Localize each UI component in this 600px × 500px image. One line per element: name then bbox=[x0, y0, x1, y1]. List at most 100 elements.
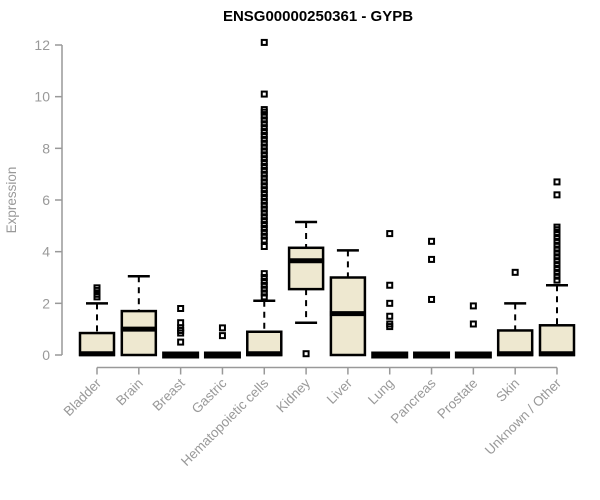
outlier-point[interactable] bbox=[553, 178, 561, 186]
box[interactable] bbox=[538, 324, 576, 357]
outlier-point[interactable] bbox=[386, 320, 394, 328]
outlier-point[interactable] bbox=[260, 277, 268, 285]
outlier-point[interactable] bbox=[260, 170, 268, 178]
outlier-point[interactable] bbox=[260, 209, 268, 217]
outlier-point[interactable] bbox=[260, 228, 268, 236]
boxplot-gastric[interactable] bbox=[203, 324, 241, 359]
outlier-point[interactable] bbox=[260, 174, 268, 182]
outlier-point[interactable] bbox=[260, 159, 268, 167]
boxplot-skin[interactable] bbox=[496, 268, 534, 357]
outlier-point[interactable] bbox=[260, 289, 268, 297]
outlier-point[interactable] bbox=[177, 338, 185, 346]
flat-box[interactable] bbox=[454, 351, 492, 359]
outlier-point[interactable] bbox=[260, 224, 268, 232]
flat-box[interactable] bbox=[203, 351, 241, 359]
outlier-point[interactable] bbox=[93, 284, 101, 292]
boxplot-kidney[interactable] bbox=[287, 220, 325, 358]
boxplot-lung[interactable] bbox=[371, 230, 409, 359]
outlier-point[interactable] bbox=[93, 290, 101, 298]
outlier-point[interactable] bbox=[260, 193, 268, 201]
outlier-point[interactable] bbox=[260, 293, 268, 301]
outlier-point[interactable] bbox=[553, 268, 561, 276]
outlier-point[interactable] bbox=[260, 217, 268, 225]
outlier-point[interactable] bbox=[553, 276, 561, 284]
outlier-point[interactable] bbox=[260, 135, 268, 143]
outlier-point[interactable] bbox=[302, 350, 310, 358]
outlier-point[interactable] bbox=[260, 90, 268, 98]
outlier-point[interactable] bbox=[260, 120, 268, 128]
outlier-point[interactable] bbox=[260, 116, 268, 124]
outlier-point[interactable] bbox=[260, 274, 268, 281]
outlier-point[interactable] bbox=[260, 281, 268, 289]
outlier-point[interactable] bbox=[386, 312, 394, 320]
outlier-point[interactable] bbox=[260, 155, 268, 163]
outlier-point[interactable] bbox=[260, 166, 268, 174]
outlier-point[interactable] bbox=[386, 299, 394, 307]
flat-box[interactable] bbox=[162, 351, 200, 359]
outlier-point[interactable] bbox=[260, 139, 268, 147]
outlier-point[interactable] bbox=[260, 285, 268, 293]
outlier-point[interactable] bbox=[553, 237, 561, 245]
outlier-point[interactable] bbox=[177, 305, 185, 312]
outlier-point[interactable] bbox=[260, 124, 268, 132]
outlier-point[interactable] bbox=[260, 232, 268, 240]
outlier-point[interactable] bbox=[553, 241, 561, 249]
outlier-point[interactable] bbox=[260, 131, 268, 139]
outlier-point[interactable] bbox=[428, 237, 436, 245]
outlier-point[interactable] bbox=[218, 332, 226, 340]
outlier-point[interactable] bbox=[260, 205, 268, 213]
outlier-point[interactable] bbox=[386, 230, 394, 238]
outlier-point[interactable] bbox=[260, 197, 268, 205]
outlier-point[interactable] bbox=[553, 223, 561, 231]
outlier-point[interactable] bbox=[260, 106, 268, 114]
flat-box[interactable] bbox=[413, 351, 451, 359]
outlier-point[interactable] bbox=[260, 38, 268, 46]
outlier-point[interactable] bbox=[511, 268, 519, 276]
outlier-point[interactable] bbox=[553, 261, 561, 269]
outlier-point[interactable] bbox=[260, 270, 268, 278]
outlier-point[interactable] bbox=[428, 295, 436, 303]
outlier-point[interactable] bbox=[260, 236, 268, 244]
outlier-point[interactable] bbox=[260, 112, 268, 120]
outlier-point[interactable] bbox=[260, 128, 268, 136]
outlier-point[interactable] bbox=[553, 245, 561, 253]
outlier-point[interactable] bbox=[553, 249, 561, 257]
outlier-point[interactable] bbox=[260, 186, 268, 194]
boxplot-breast[interactable] bbox=[162, 305, 200, 359]
outlier-point[interactable] bbox=[260, 147, 268, 155]
outlier-point[interactable] bbox=[260, 182, 268, 190]
box[interactable] bbox=[120, 309, 158, 357]
flat-box[interactable] bbox=[371, 351, 409, 359]
outlier-point[interactable] bbox=[553, 233, 561, 241]
outlier-point[interactable] bbox=[553, 257, 561, 265]
outlier-point[interactable] bbox=[469, 302, 477, 310]
outlier-point[interactable] bbox=[260, 190, 268, 198]
boxplot-unknown-other[interactable] bbox=[538, 178, 576, 357]
outlier-point[interactable] bbox=[177, 319, 185, 327]
outlier-point[interactable] bbox=[553, 272, 561, 280]
outlier-point[interactable] bbox=[553, 230, 561, 238]
boxplot-brain[interactable] bbox=[120, 274, 158, 357]
boxplot-bladder[interactable] bbox=[78, 284, 116, 357]
outlier-point[interactable] bbox=[553, 253, 561, 261]
outlier-point[interactable] bbox=[469, 320, 477, 328]
outlier-point[interactable] bbox=[260, 178, 268, 186]
boxplot-pancreas[interactable] bbox=[413, 237, 451, 359]
outlier-point[interactable] bbox=[260, 162, 268, 170]
box[interactable] bbox=[329, 276, 367, 357]
outlier-point[interactable] bbox=[218, 324, 226, 332]
boxplot-prostate[interactable] bbox=[454, 302, 492, 359]
boxplot-hematopoietic-cells[interactable] bbox=[246, 38, 283, 357]
outlier-point[interactable] bbox=[260, 201, 268, 209]
outlier-point[interactable] bbox=[386, 281, 394, 289]
outlier-point[interactable] bbox=[260, 213, 268, 221]
boxplot-liver[interactable] bbox=[329, 249, 367, 357]
outlier-point[interactable] bbox=[260, 151, 268, 159]
outlier-point[interactable] bbox=[260, 221, 268, 229]
outlier-point[interactable] bbox=[553, 191, 561, 199]
outlier-point[interactable] bbox=[260, 243, 268, 250]
box[interactable] bbox=[287, 246, 325, 291]
outlier-point[interactable] bbox=[260, 143, 268, 151]
outlier-point[interactable] bbox=[428, 255, 436, 263]
outlier-point[interactable] bbox=[553, 264, 561, 272]
